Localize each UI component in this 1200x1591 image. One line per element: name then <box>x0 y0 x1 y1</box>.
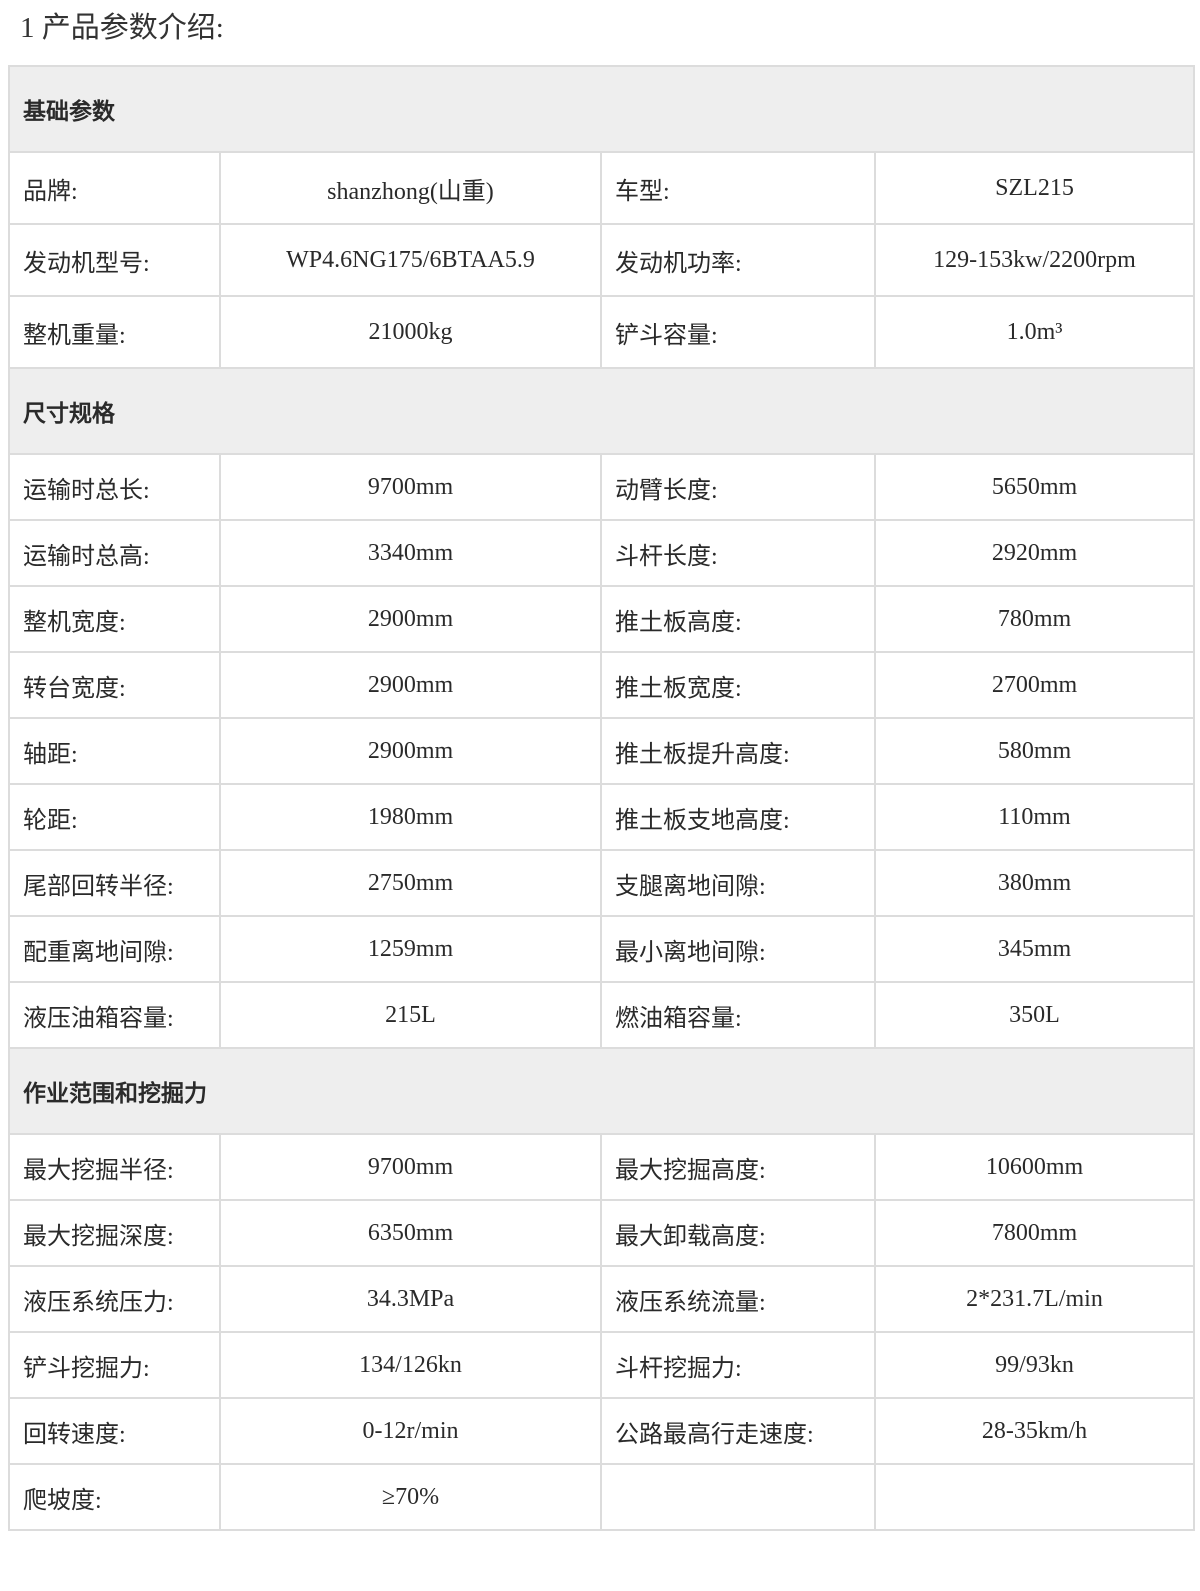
table-row: 爬坡度: ≥70% <box>8 1463 1195 1531</box>
param-label: 动臂长度: <box>600 453 876 521</box>
param-label: 品牌: <box>8 151 221 225</box>
param-value: 2700mm <box>874 651 1195 719</box>
table-row: 运输时总长: 9700mm 动臂长度: 5650mm <box>8 453 1195 521</box>
param-label: 运输时总高: <box>8 519 221 587</box>
param-label: 发动机型号: <box>8 223 221 297</box>
table-row: 尾部回转半径: 2750mm 支腿离地间隙: 380mm <box>8 849 1195 917</box>
param-value: 5650mm <box>874 453 1195 521</box>
param-value: ≥70% <box>219 1463 602 1531</box>
param-value: 345mm <box>874 915 1195 983</box>
param-label: 推土板宽度: <box>600 651 876 719</box>
param-label: 液压系统压力: <box>8 1265 221 1333</box>
param-label: 最小离地间隙: <box>600 915 876 983</box>
param-value: 1259mm <box>219 915 602 983</box>
param-label: 推土板提升高度: <box>600 717 876 785</box>
param-value: WP4.6NG175/6BTAA5.9 <box>219 223 602 297</box>
param-value: 2*231.7L/min <box>874 1265 1195 1333</box>
section-header: 基础参数 <box>8 65 1195 153</box>
param-label: 配重离地间隙: <box>8 915 221 983</box>
param-label: 发动机功率: <box>600 223 876 297</box>
param-label <box>600 1463 876 1531</box>
param-label: 斗杆挖掘力: <box>600 1331 876 1399</box>
param-label: 轮距: <box>8 783 221 851</box>
spec-table: 基础参数 品牌: shanzhong(山重) 车型: SZL215 发动机型号: WP4.6… <box>8 65 1195 1531</box>
table-row: 回转速度: 0-12r/min 公路最高行走速度: 28-35km/h <box>8 1397 1195 1465</box>
param-value: shanzhong(山重) <box>219 151 602 225</box>
param-value: 380mm <box>874 849 1195 917</box>
table-row: 最大挖掘深度: 6350mm 最大卸载高度: 7800mm <box>8 1199 1195 1267</box>
param-value: 9700mm <box>219 453 602 521</box>
table-row: 轮距: 1980mm 推土板支地高度: 110mm <box>8 783 1195 851</box>
table-row: 发动机型号: WP4.6NG175/6BTAA5.9 发动机功率: 129-153kw… <box>8 223 1195 297</box>
param-value: 34.3MPa <box>219 1265 602 1333</box>
table-row: 铲斗挖掘力: 134/126kn 斗杆挖掘力: 99/93kn <box>8 1331 1195 1399</box>
param-value: 134/126kn <box>219 1331 602 1399</box>
param-label: 回转速度: <box>8 1397 221 1465</box>
page-title: 1 产品参数介绍: <box>20 12 224 44</box>
param-value: 2920mm <box>874 519 1195 587</box>
param-label: 燃油箱容量: <box>600 981 876 1049</box>
param-label: 液压油箱容量: <box>8 981 221 1049</box>
param-label: 斗杆长度: <box>600 519 876 587</box>
param-label: 整机重量: <box>8 295 221 369</box>
table-row: 轴距: 2900mm 推土板提升高度: 580mm <box>8 717 1195 785</box>
param-label: 推土板支地高度: <box>600 783 876 851</box>
table-row: 配重离地间隙: 1259mm 最小离地间隙: 345mm <box>8 915 1195 983</box>
param-label: 车型: <box>600 151 876 225</box>
param-label: 最大挖掘高度: <box>600 1133 876 1201</box>
param-value: 350L <box>874 981 1195 1049</box>
param-value: 129-153kw/2200rpm <box>874 223 1195 297</box>
param-label: 液压系统流量: <box>600 1265 876 1333</box>
param-label: 铲斗挖掘力: <box>8 1331 221 1399</box>
section-heading: 作业范围和挖掘力 <box>8 1047 1195 1135</box>
param-value: 2900mm <box>219 585 602 653</box>
param-value: 580mm <box>874 717 1195 785</box>
section-heading: 尺寸规格 <box>8 367 1195 455</box>
param-label: 公路最高行走速度: <box>600 1397 876 1465</box>
table-row: 液压系统压力: 34.3MPa 液压系统流量: 2*231.7L/min <box>8 1265 1195 1333</box>
param-label: 推土板高度: <box>600 585 876 653</box>
param-label: 运输时总长: <box>8 453 221 521</box>
param-value: 0-12r/min <box>219 1397 602 1465</box>
param-value: 2900mm <box>219 717 602 785</box>
param-value: 780mm <box>874 585 1195 653</box>
table-row: 品牌: shanzhong(山重) 车型: SZL215 <box>8 151 1195 225</box>
param-label: 最大挖掘深度: <box>8 1199 221 1267</box>
param-value: 99/93kn <box>874 1331 1195 1399</box>
param-label: 最大挖掘半径: <box>8 1133 221 1201</box>
param-label: 整机宽度: <box>8 585 221 653</box>
param-value: 215L <box>219 981 602 1049</box>
param-label: 支腿离地间隙: <box>600 849 876 917</box>
param-value: SZL215 <box>874 151 1195 225</box>
section-header: 作业范围和挖掘力 <box>8 1047 1195 1135</box>
table-row: 整机宽度: 2900mm 推土板高度: 780mm <box>8 585 1195 653</box>
param-value: 6350mm <box>219 1199 602 1267</box>
param-label: 最大卸载高度: <box>600 1199 876 1267</box>
param-value: 21000kg <box>219 295 602 369</box>
param-label: 尾部回转半径: <box>8 849 221 917</box>
param-value: 110mm <box>874 783 1195 851</box>
section-heading: 基础参数 <box>8 65 1195 153</box>
table-row: 转台宽度: 2900mm 推土板宽度: 2700mm <box>8 651 1195 719</box>
section-header: 尺寸规格 <box>8 367 1195 455</box>
param-value: 10600mm <box>874 1133 1195 1201</box>
param-value: 28-35km/h <box>874 1397 1195 1465</box>
table-row: 液压油箱容量: 215L 燃油箱容量: 350L <box>8 981 1195 1049</box>
param-value: 9700mm <box>219 1133 602 1201</box>
param-label: 轴距: <box>8 717 221 785</box>
param-label: 爬坡度: <box>8 1463 221 1531</box>
param-value: 1.0m³ <box>874 295 1195 369</box>
param-value <box>874 1463 1195 1531</box>
param-label: 转台宽度: <box>8 651 221 719</box>
param-value: 3340mm <box>219 519 602 587</box>
param-label: 铲斗容量: <box>600 295 876 369</box>
param-value: 2900mm <box>219 651 602 719</box>
table-row: 整机重量: 21000kg 铲斗容量: 1.0m³ <box>8 295 1195 369</box>
param-value: 2750mm <box>219 849 602 917</box>
table-row: 运输时总高: 3340mm 斗杆长度: 2920mm <box>8 519 1195 587</box>
param-value: 7800mm <box>874 1199 1195 1267</box>
table-row: 最大挖掘半径: 9700mm 最大挖掘高度: 10600mm <box>8 1133 1195 1201</box>
param-value: 1980mm <box>219 783 602 851</box>
